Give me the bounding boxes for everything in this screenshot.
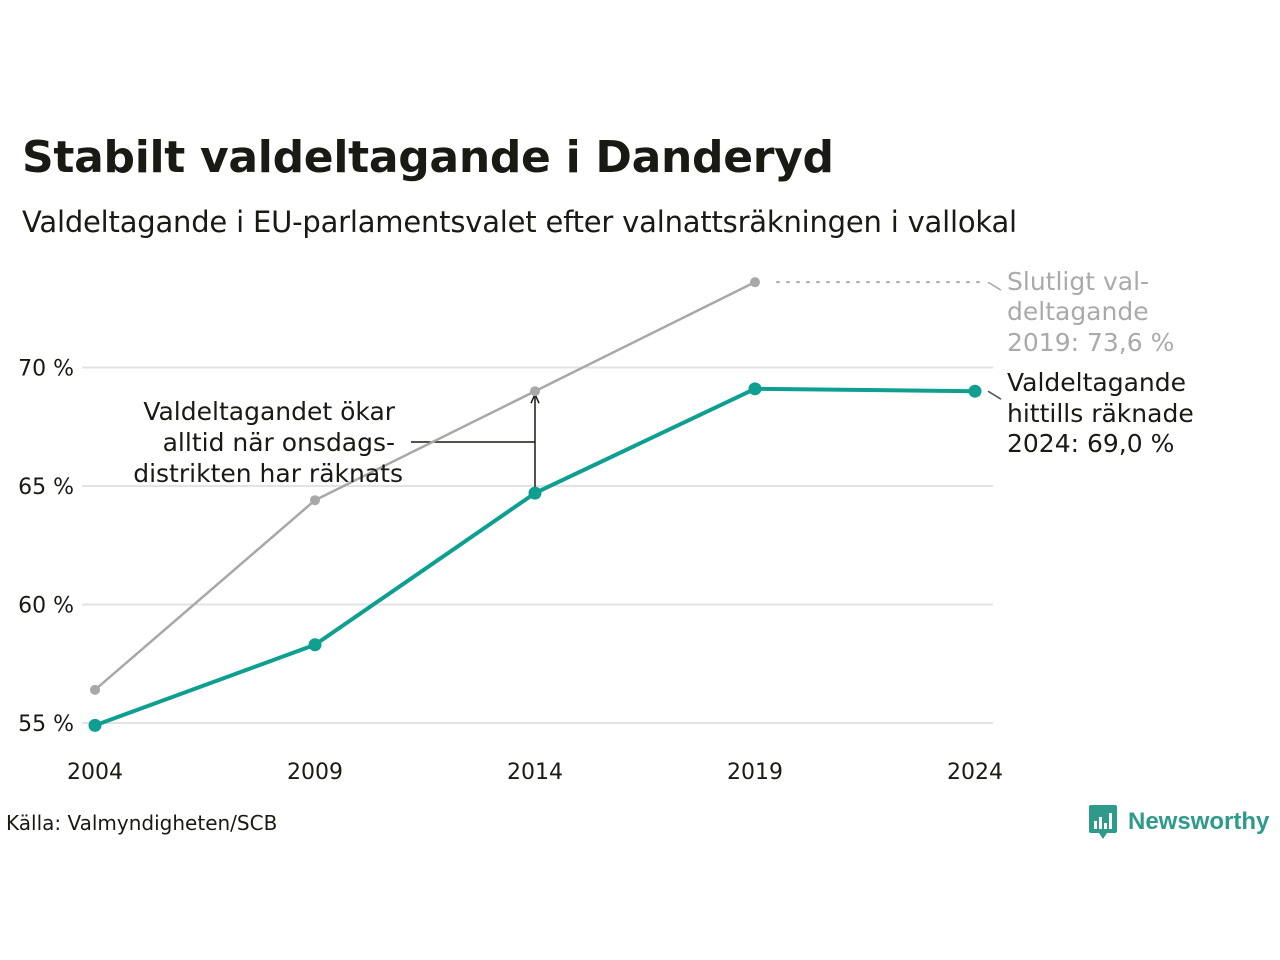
chart-title: Stabilt valdeltagande i Danderyd xyxy=(22,132,834,183)
annotation-counted-2024: Valdeltagande hittills räknade 2024: 69,… xyxy=(1007,368,1202,458)
point-election_night-2024 xyxy=(968,384,982,398)
x-axis-ticks: 2004 2009 2014 2019 2024 xyxy=(67,760,1003,785)
bar-chart-speech-bubble-icon xyxy=(1089,805,1117,839)
y-tick-label-70: 70 % xyxy=(18,357,74,382)
x-tick-label-2004: 2004 xyxy=(67,760,123,785)
gridlines xyxy=(82,366,993,724)
chart-subtitle: Valdeltagande i EU-parlamentsvalet efter… xyxy=(22,205,1017,239)
point-election_night-2014 xyxy=(528,486,542,500)
point-election_night-2009 xyxy=(308,638,322,652)
tick-leader-counted xyxy=(987,390,1002,400)
y-tick-label-55: 55 % xyxy=(18,712,74,737)
y-tick-label-60: 60 % xyxy=(18,594,74,619)
point-election_night-2019 xyxy=(748,382,762,396)
annotation-wednesday-districts: Valdeltagandet ökar alltid när onsdags- … xyxy=(133,397,403,488)
point-final-2004 xyxy=(90,684,100,695)
point-final-2009 xyxy=(310,495,320,506)
logo-text: Newsworthy xyxy=(1128,808,1270,835)
series-line-final xyxy=(94,281,756,691)
x-tick-label-2009: 2009 xyxy=(287,760,343,785)
annotation-leaders xyxy=(411,281,1002,490)
newsworthy-logo: Newsworthy xyxy=(1088,804,1269,840)
y-axis-ticks: 55 % 60 % 65 % 70 % xyxy=(18,357,74,738)
tick-leader-final xyxy=(987,281,1002,291)
source-note: Källa: Valmyndigheten/SCB xyxy=(6,811,278,835)
point-election_night-2004 xyxy=(88,718,102,732)
point-final-2019 xyxy=(750,277,760,288)
x-tick-label-2019: 2019 xyxy=(727,760,783,785)
x-tick-label-2014: 2014 xyxy=(507,760,563,785)
annotation-final-2019: Slutligt val- deltagande 2019: 73,6 % xyxy=(1007,267,1174,357)
data-series xyxy=(88,277,982,732)
x-tick-label-2024: 2024 xyxy=(947,760,1003,785)
y-tick-label-65: 65 % xyxy=(18,475,74,500)
point-final-2014 xyxy=(530,386,540,397)
